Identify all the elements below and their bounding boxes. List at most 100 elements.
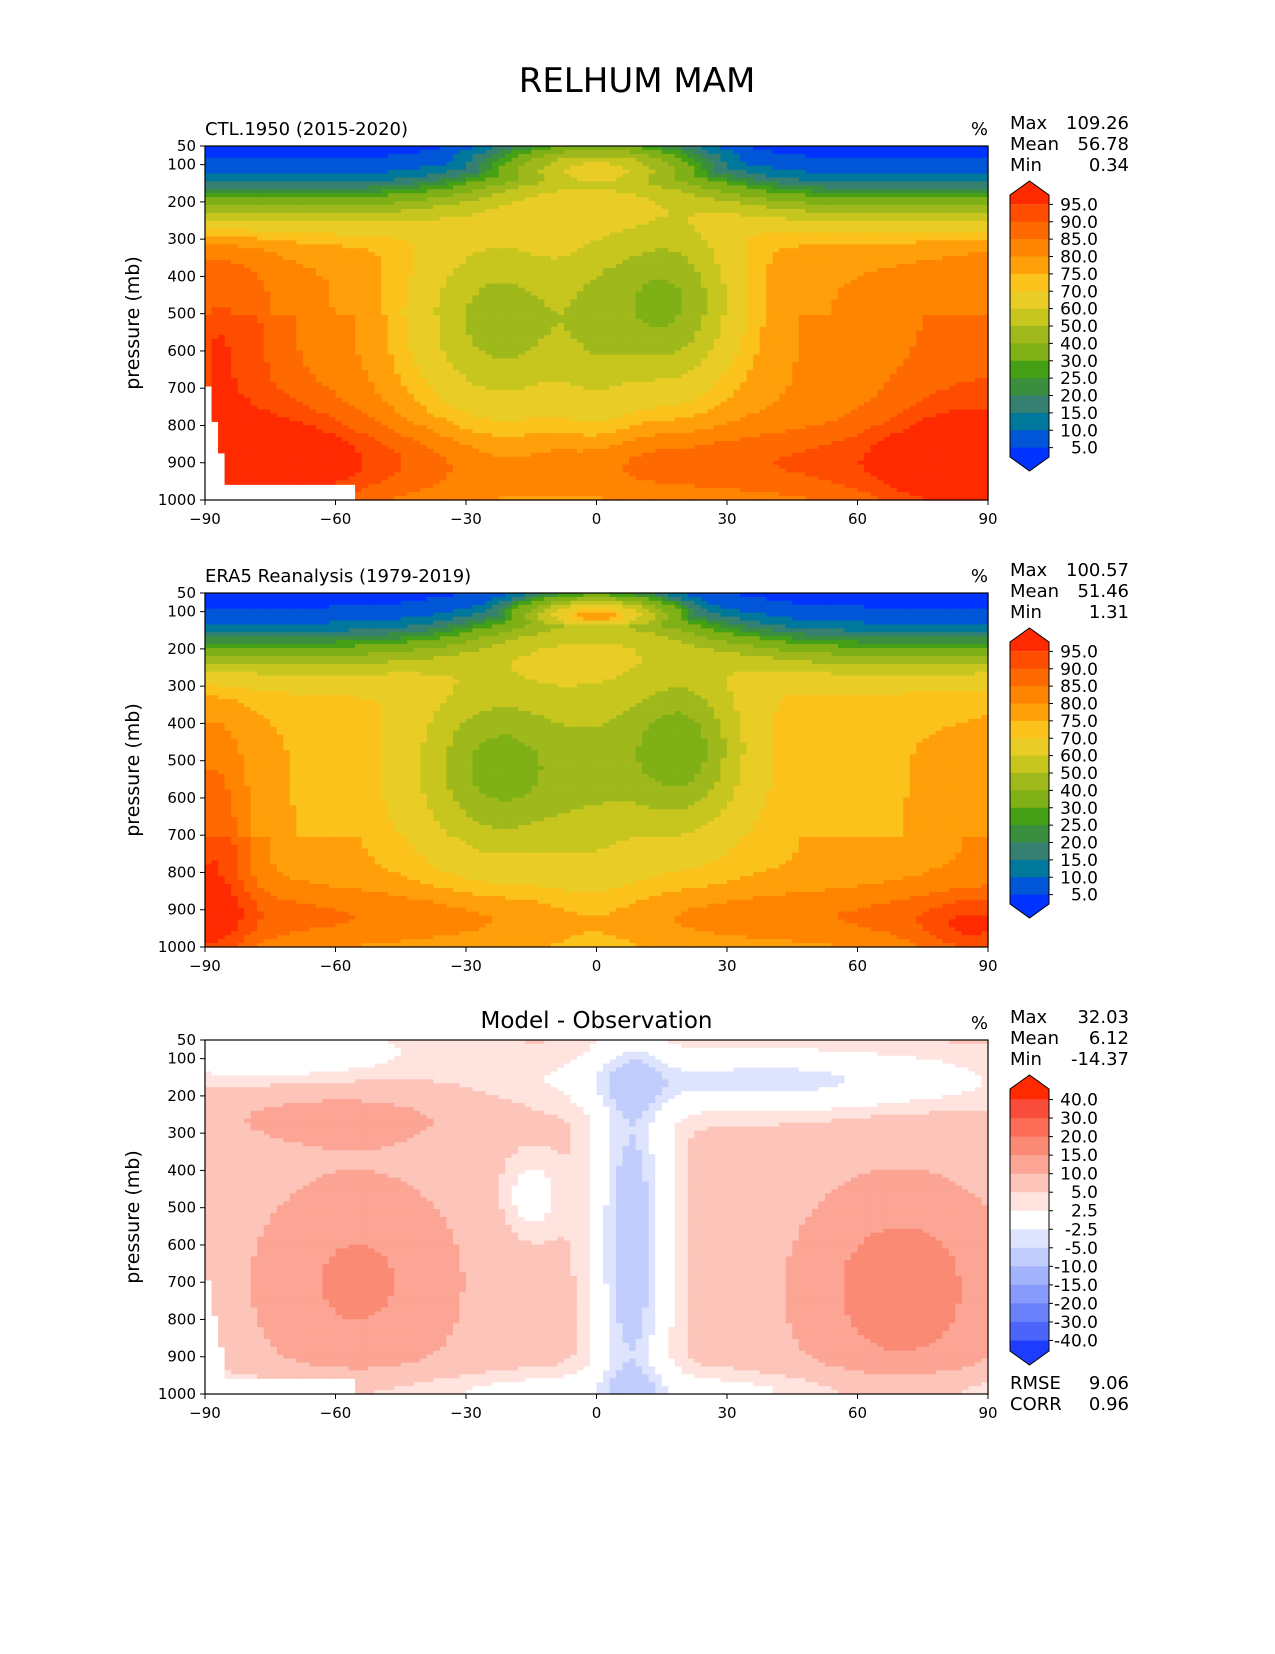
colorbar-segment (1010, 860, 1049, 878)
stat-value: 0.96 (1089, 1394, 1129, 1415)
y-tick-label: 100 (167, 156, 196, 174)
stat-value: -14.37 (1071, 1049, 1129, 1070)
colorbar-segment (1010, 257, 1049, 275)
x-tick-label: 0 (592, 1404, 602, 1422)
colorbar-segment (1010, 721, 1049, 739)
x-tick-label: −60 (320, 1404, 352, 1422)
stat-label: Max (1010, 1007, 1048, 1028)
y-tick-label: 600 (167, 342, 196, 360)
stat-value: 100.57 (1066, 560, 1129, 581)
y-tick-label: 300 (167, 230, 196, 248)
colorbar-segment (1010, 309, 1049, 327)
colorbar-label: 2.5 (1071, 1202, 1098, 1222)
colorbar-segment (1010, 291, 1049, 309)
y-axis-label: pressure (mb) (122, 256, 144, 390)
colorbar-segment (1010, 843, 1049, 861)
colorbar-label: 5.0 (1071, 886, 1098, 906)
colorbar-segment (1010, 738, 1049, 756)
colorbar-segment (1010, 1340, 1049, 1365)
colorbar-segment (1010, 448, 1049, 471)
y-tick-label: 400 (167, 1161, 196, 1179)
units-label: % (971, 1013, 988, 1034)
x-tick-label: 90 (978, 1404, 997, 1422)
x-tick-label: −60 (320, 510, 352, 528)
panel-title: CTL.1950 (2015-2020) (205, 119, 408, 140)
stat-value: 9.06 (1089, 1373, 1129, 1394)
colorbar-segment (1010, 274, 1049, 292)
colorbar-segment (1010, 877, 1049, 895)
stat-label: Mean (1010, 581, 1059, 602)
colorbar-segment (1010, 628, 1049, 651)
stat-value: 109.26 (1066, 113, 1129, 134)
contour-field (205, 1040, 989, 1395)
colorbar-segment (1010, 1266, 1049, 1285)
colorbar: 95.090.085.080.075.070.060.050.040.030.0… (1010, 628, 1098, 918)
colorbar-label: 15.0 (1060, 1146, 1098, 1166)
colorbar-label: 30.0 (1060, 1109, 1098, 1129)
x-tick-label: 90 (978, 957, 997, 975)
x-tick-label: 30 (717, 957, 736, 975)
y-tick-label: 50 (177, 584, 196, 602)
y-tick-label: 500 (167, 752, 196, 770)
figure: RELHUM MAM 50 100 200 300 400 500 600 700 800 900… (0, 0, 1275, 1650)
panel-title: Model - Observation (480, 1008, 712, 1034)
contour-field (205, 146, 989, 501)
y-tick-label: 1000 (158, 491, 196, 509)
y-tick-label: 200 (167, 640, 196, 658)
x-tick-label: 60 (848, 957, 867, 975)
colorbar-segment (1010, 222, 1049, 240)
colorbar-segment (1010, 1155, 1049, 1174)
stat-value: 51.46 (1077, 581, 1129, 602)
colorbar-segment (1010, 773, 1049, 791)
colorbar-segment (1010, 1075, 1049, 1100)
y-tick-label: 800 (167, 416, 196, 434)
y-tick-label: 200 (167, 193, 196, 211)
y-tick-label: 500 (167, 305, 196, 323)
y-tick-label: 900 (167, 901, 196, 919)
colorbar-segment (1010, 1285, 1049, 1304)
colorbar-segment (1010, 326, 1049, 344)
y-tick-label: 900 (167, 454, 196, 472)
x-tick-label: 60 (848, 510, 867, 528)
colorbar-label: -30.0 (1054, 1313, 1098, 1333)
colorbar-label: -20.0 (1054, 1294, 1098, 1314)
y-tick-label: 50 (177, 137, 196, 155)
x-tick-label: −90 (189, 510, 221, 528)
colorbar-segment (1010, 651, 1049, 669)
colorbar-segment (1010, 204, 1049, 222)
x-tick-label: 60 (848, 1404, 867, 1422)
colorbar-label: 5.0 (1071, 439, 1098, 459)
colorbar-segment (1010, 1322, 1049, 1341)
colorbar-label: -10.0 (1054, 1257, 1098, 1277)
colorbar-label: -5.0 (1065, 1239, 1098, 1259)
colorbar-segment (1010, 396, 1049, 414)
stat-value: 56.78 (1077, 134, 1129, 155)
y-tick-label: 400 (167, 267, 196, 285)
colorbar-segment (1010, 343, 1049, 361)
stat-value: 6.12 (1089, 1028, 1129, 1049)
y-tick-label: 300 (167, 1124, 196, 1142)
colorbar-segment (1010, 1248, 1049, 1267)
y-tick-label: 300 (167, 677, 196, 695)
colorbar-segment (1010, 1229, 1049, 1248)
x-tick-label: −30 (450, 957, 482, 975)
y-tick-label: 700 (167, 826, 196, 844)
stat-label: Max (1010, 560, 1048, 581)
colorbar-segment (1010, 825, 1049, 843)
units-label: % (971, 566, 988, 587)
y-tick-label: 600 (167, 1236, 196, 1254)
y-tick-label: 800 (167, 863, 196, 881)
x-tick-label: −30 (450, 1404, 482, 1422)
colorbar-segment (1010, 686, 1049, 704)
x-tick-label: 90 (978, 510, 997, 528)
colorbar-segment (1010, 808, 1049, 826)
y-tick-label: 100 (167, 1050, 196, 1068)
units-label: % (971, 119, 988, 140)
y-tick-label: 50 (177, 1031, 196, 1049)
panel-title: ERA5 Reanalysis (1979-2019) (205, 566, 471, 587)
x-tick-label: −90 (189, 1404, 221, 1422)
colorbar-label: 5.0 (1071, 1183, 1098, 1203)
y-tick-label: 700 (167, 379, 196, 397)
